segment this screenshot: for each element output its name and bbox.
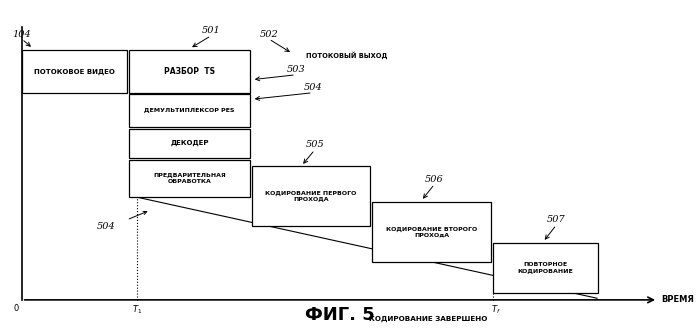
Text: 502: 502 [259,30,278,38]
Text: 507: 507 [547,215,565,224]
Text: 504: 504 [97,222,115,231]
Bar [373,202,491,262]
Bar [129,50,250,93]
Text: ДЕМУЛЬТИПЛЕКСОР PES: ДЕМУЛЬТИПЛЕКСОР PES [144,108,235,113]
Text: КОДИРОВАНИЕ ВТОРОГО
ПРОХОдА: КОДИРОВАНИЕ ВТОРОГО ПРОХОдА [386,227,477,238]
Text: РАЗБОР  TS: РАЗБОР TS [164,67,215,76]
Text: $T_1$: $T_1$ [131,304,142,316]
Text: $T_f$: $T_f$ [491,304,501,316]
Text: КОДИРОВАНИЕ ЗАВЕРШЕНО: КОДИРОВАНИЕ ЗАВЕРШЕНО [368,316,487,322]
Text: 504: 504 [303,83,322,92]
Text: ПОТОКОВОЕ ВИДЕО: ПОТОКОВОЕ ВИДЕО [34,68,115,75]
Text: ДЕКОДЕР: ДЕКОДЕР [171,140,209,146]
Text: ВРЕМЯ: ВРЕМЯ [661,295,694,304]
Text: КОДИРОВАНИЕ ПЕРВОГО
ПРОХОДА: КОДИРОВАНИЕ ПЕРВОГО ПРОХОДА [266,190,356,202]
Text: 506: 506 [425,175,444,184]
Text: 503: 503 [287,65,305,74]
Bar [129,129,250,158]
Text: ПРЕДВАРИТЕЛЬНАЯ
ОБРАБОТКА: ПРЕДВАРИТЕЛЬНАЯ ОБРАБОТКА [153,173,226,184]
Text: 0: 0 [14,304,19,313]
Bar [129,160,250,197]
Text: 501: 501 [202,26,221,35]
Text: ПОТОКОВЫЙ ВЫХОД: ПОТОКОВЫЙ ВЫХОД [306,51,387,59]
Bar [493,243,598,293]
Bar [252,166,370,226]
Text: 104: 104 [13,30,31,38]
Bar [22,50,127,93]
Text: ФИГ. 5: ФИГ. 5 [305,306,375,324]
Text: ПОВТОРНОЕ
КОДИРОВАНИЕ: ПОВТОРНОЕ КОДИРОВАНИЕ [517,263,573,274]
Text: 505: 505 [305,140,324,149]
Bar [129,94,250,127]
